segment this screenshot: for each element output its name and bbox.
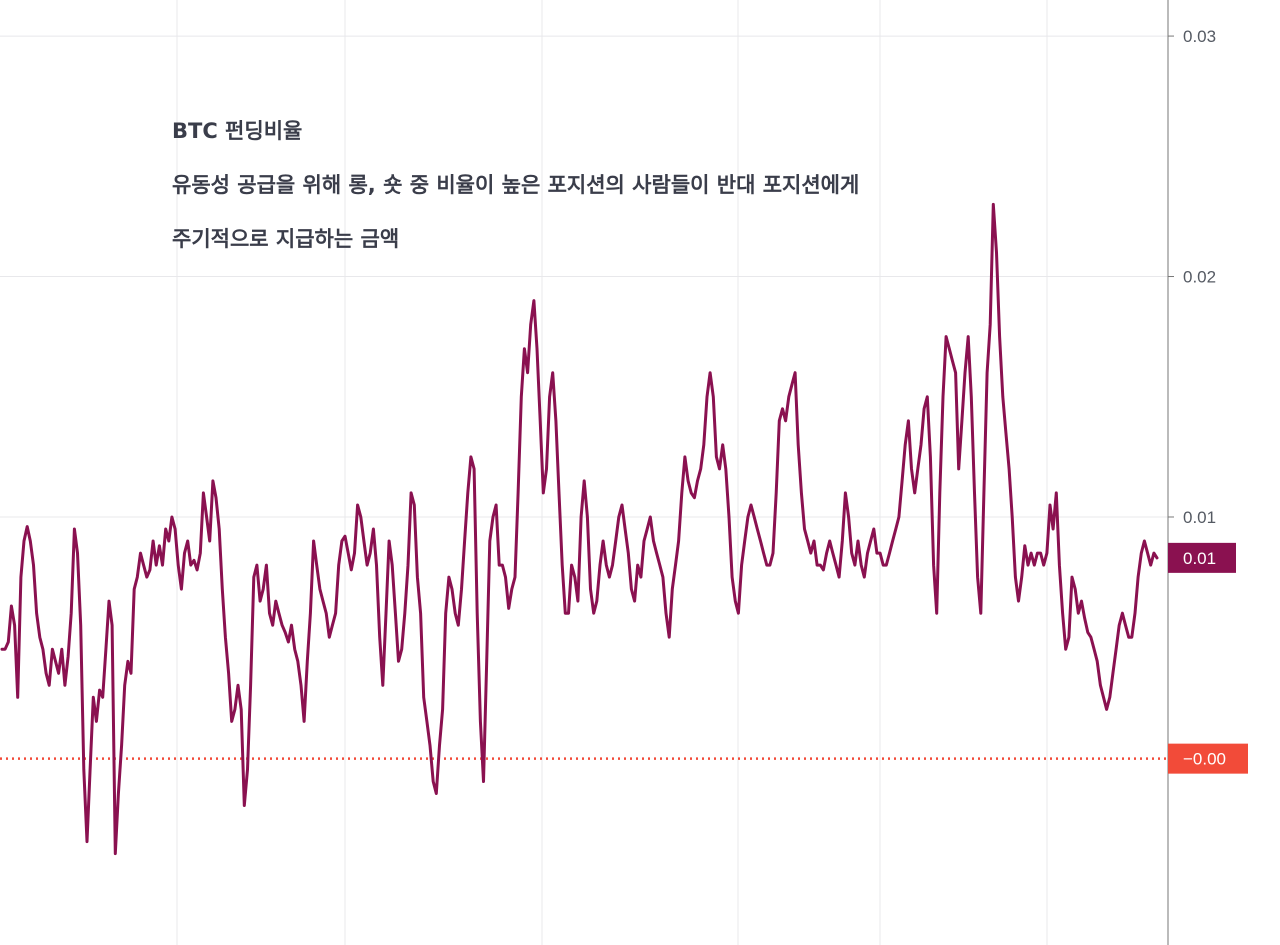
zero-value-badge-background	[1168, 743, 1248, 774]
y-tick-label: 0.01	[1183, 508, 1216, 527]
zero-value-badge-label: −0.00	[1183, 750, 1226, 769]
chart-description-line-1: 유동성 공급을 위해 롱, 숏 중 비율이 높은 포지션의 사람들이 반대 포지…	[172, 173, 860, 197]
last-value-badge-background	[1168, 542, 1236, 573]
chart-description-line-2: 주기적으로 지급하는 금액	[172, 227, 400, 251]
last-value-badge-label: 0.01	[1183, 549, 1216, 568]
chart-title: BTC 펀딩비율	[172, 119, 303, 143]
y-tick-label: 0.02	[1183, 268, 1216, 287]
series-group	[0, 202, 1159, 856]
grid	[0, 0, 1168, 945]
series-line	[0, 202, 1159, 856]
badges: 0.01 −0.00	[1168, 542, 1248, 774]
y-tick-label: 0.03	[1183, 27, 1216, 46]
y-axis: 0.03 0.02 0.01	[1167, 0, 1216, 945]
